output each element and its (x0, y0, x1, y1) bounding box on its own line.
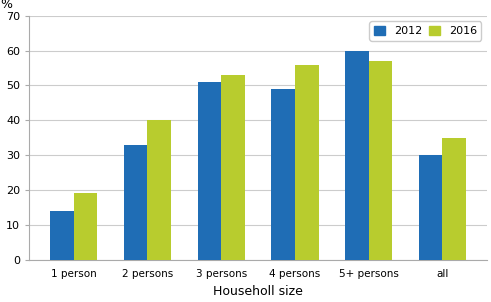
Bar (197, 82, 221, 259)
Bar (419, 155, 442, 259)
Bar (147, 120, 171, 259)
Bar (272, 89, 295, 259)
Bar (345, 51, 369, 259)
Bar (50, 211, 74, 259)
Bar (295, 65, 319, 259)
Bar (442, 138, 466, 259)
Bar (369, 61, 392, 259)
Bar (124, 145, 147, 259)
Bar (74, 193, 97, 259)
Y-axis label: %: % (0, 0, 12, 11)
Legend: 2012, 2016: 2012, 2016 (369, 21, 481, 41)
X-axis label: Householl size: Householl size (213, 285, 303, 298)
Bar (221, 75, 245, 259)
